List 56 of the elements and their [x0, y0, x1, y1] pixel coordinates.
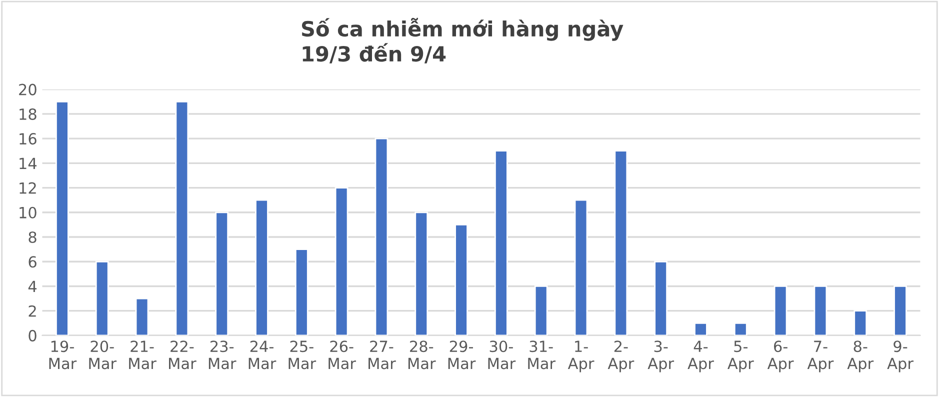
bar [334, 187, 348, 336]
bar [854, 310, 868, 336]
bar [56, 100, 69, 336]
x-tick-label: 6- Apr [767, 340, 794, 372]
y-tick-label: 8 [28, 231, 36, 244]
y-tick-label: 10 [20, 206, 36, 218]
x-tick-label: 25- Mar [288, 340, 316, 370]
bar [135, 298, 149, 336]
bar [255, 199, 268, 336]
bar [654, 260, 668, 336]
y-tick-label: 12 [20, 182, 36, 194]
chart-title: Số ca nhiễm mới hàng ngày 19/3 đến 9/4 [302, 18, 624, 64]
bar [175, 100, 189, 336]
bar [814, 286, 828, 336]
bar [774, 286, 788, 336]
x-tick-label: 29- Mar [448, 340, 476, 370]
x-tick-label: 31- Mar [528, 340, 556, 370]
bar [894, 286, 907, 336]
y-tick-label: 0 [28, 330, 36, 342]
x-tick-label: 21- Mar [129, 340, 156, 370]
x-tick-label: 1- Apr [568, 340, 594, 372]
x-tick-label: 20- Mar [89, 340, 117, 370]
x-tick-label: 7- Apr [807, 340, 834, 372]
bar [454, 224, 468, 336]
bar [734, 322, 748, 336]
x-tick-label: 28- Mar [408, 340, 436, 370]
x-tick-label: 8- Apr [847, 340, 874, 372]
y-tick-label: 2 [28, 305, 36, 317]
x-tick-label: 24- Mar [248, 340, 276, 370]
x-tick-label: 23- Mar [208, 340, 236, 370]
bar [95, 260, 109, 336]
x-tick-label: 2- Apr [608, 340, 634, 372]
x-tick-label: 30- Mar [488, 340, 516, 370]
bar [694, 322, 708, 336]
x-tick-label: 27- Mar [368, 340, 396, 370]
y-tick-label: 4 [28, 280, 37, 292]
y-tick-label: 14 [20, 158, 37, 169]
y-tick-label: 16 [20, 133, 36, 145]
bar [494, 150, 508, 336]
bar [414, 212, 428, 336]
bar [574, 199, 588, 336]
x-tick-label: 4- Apr [688, 340, 714, 372]
x-tick-label: 26- Mar [328, 340, 356, 370]
x-tick-label: 22- Mar [169, 340, 196, 370]
x-tick-label: 9- Apr [887, 340, 914, 372]
y-tick-label: 18 [20, 108, 36, 120]
y-tick-label: 20 [19, 84, 36, 96]
x-tick-label: 5- Apr [728, 340, 754, 372]
bar [534, 286, 548, 336]
bar [215, 212, 229, 336]
y-tick-label: 6 [28, 256, 36, 268]
bar [294, 248, 308, 336]
bar [374, 138, 388, 336]
bar [614, 150, 628, 336]
x-tick-label: 19- Mar [49, 340, 77, 370]
x-tick-label: 3- Apr [648, 340, 674, 372]
